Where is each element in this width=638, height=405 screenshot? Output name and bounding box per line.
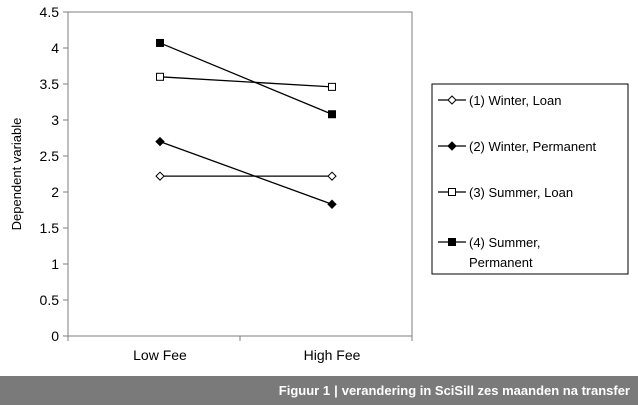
series-line [159, 76, 333, 88]
y-axis-label: Dependent variable [9, 118, 24, 231]
data-point [447, 141, 457, 151]
data-point [155, 136, 165, 147]
plot-area [67, 11, 413, 337]
series-1 [155, 171, 337, 181]
legend: (1) Winter, Loan (2) Winter, Permanent (3)… [431, 83, 629, 275]
y-tick-label: 2 [51, 184, 59, 200]
data-point [328, 82, 336, 91]
figure-caption: Figuur 1 | verandering in SciSill zes maan… [0, 376, 638, 405]
data-point [328, 110, 336, 119]
series-2 [155, 136, 337, 209]
legend-entry-2: (2) Winter, Permanent [438, 139, 597, 154]
legend-entry-3: (3) Summer, Loan [438, 185, 573, 200]
data-point [448, 188, 456, 196]
legend-label: (2) Winter, Permanent [469, 139, 597, 154]
caption-separator: | [334, 383, 338, 398]
y-tick-label: 4 [51, 40, 59, 56]
y-tick-label: 1.5 [40, 220, 60, 236]
series-4 [156, 38, 336, 119]
y-tick-label: 3.5 [40, 76, 60, 92]
data-point [156, 72, 164, 81]
x-tick-label: Low Fee [133, 347, 187, 363]
y-axis: 0 0.5 1 1.5 2 2.5 3 3.5 4 4.5 [40, 4, 68, 344]
data-point [448, 238, 456, 246]
y-tick-label: 1 [51, 256, 59, 272]
caption-label: Figuur 1 [278, 383, 331, 398]
data-point [156, 38, 164, 47]
data-point [155, 171, 165, 181]
plot-border [67, 11, 413, 337]
legend-label: (3) Summer, Loan [469, 185, 573, 200]
y-tick-label: 3 [51, 112, 59, 128]
line-chart: 0 0.5 1 1.5 2 2.5 3 3.5 4 4.5 Low Fee High Fee Dep… [9, 4, 629, 363]
data-point [327, 199, 337, 209]
y-tick-label: 2.5 [40, 148, 60, 164]
series-layer [155, 38, 337, 209]
legend-entry-1: (1) Winter, Loan [438, 93, 562, 108]
y-tick-label: 0 [51, 328, 59, 344]
y-tick-label: 4.5 [40, 4, 60, 20]
x-axis: Low Fee High Fee [67, 336, 413, 363]
series-line [159, 42, 333, 115]
series-line [159, 140, 333, 205]
legend-label: (4) Summer, [469, 235, 541, 250]
data-point [447, 95, 457, 105]
legend-label-line2: Permanent [469, 255, 533, 270]
legend-label: (1) Winter, Loan [469, 93, 562, 108]
legend-entry-4: (4) Summer, Permanent [438, 235, 541, 270]
series-3 [156, 72, 336, 91]
caption-text: verandering in SciSill zes maanden na tr… [341, 383, 630, 398]
data-point [327, 171, 337, 181]
x-tick-label: High Fee [304, 347, 361, 363]
y-tick-label: 0.5 [40, 292, 60, 308]
